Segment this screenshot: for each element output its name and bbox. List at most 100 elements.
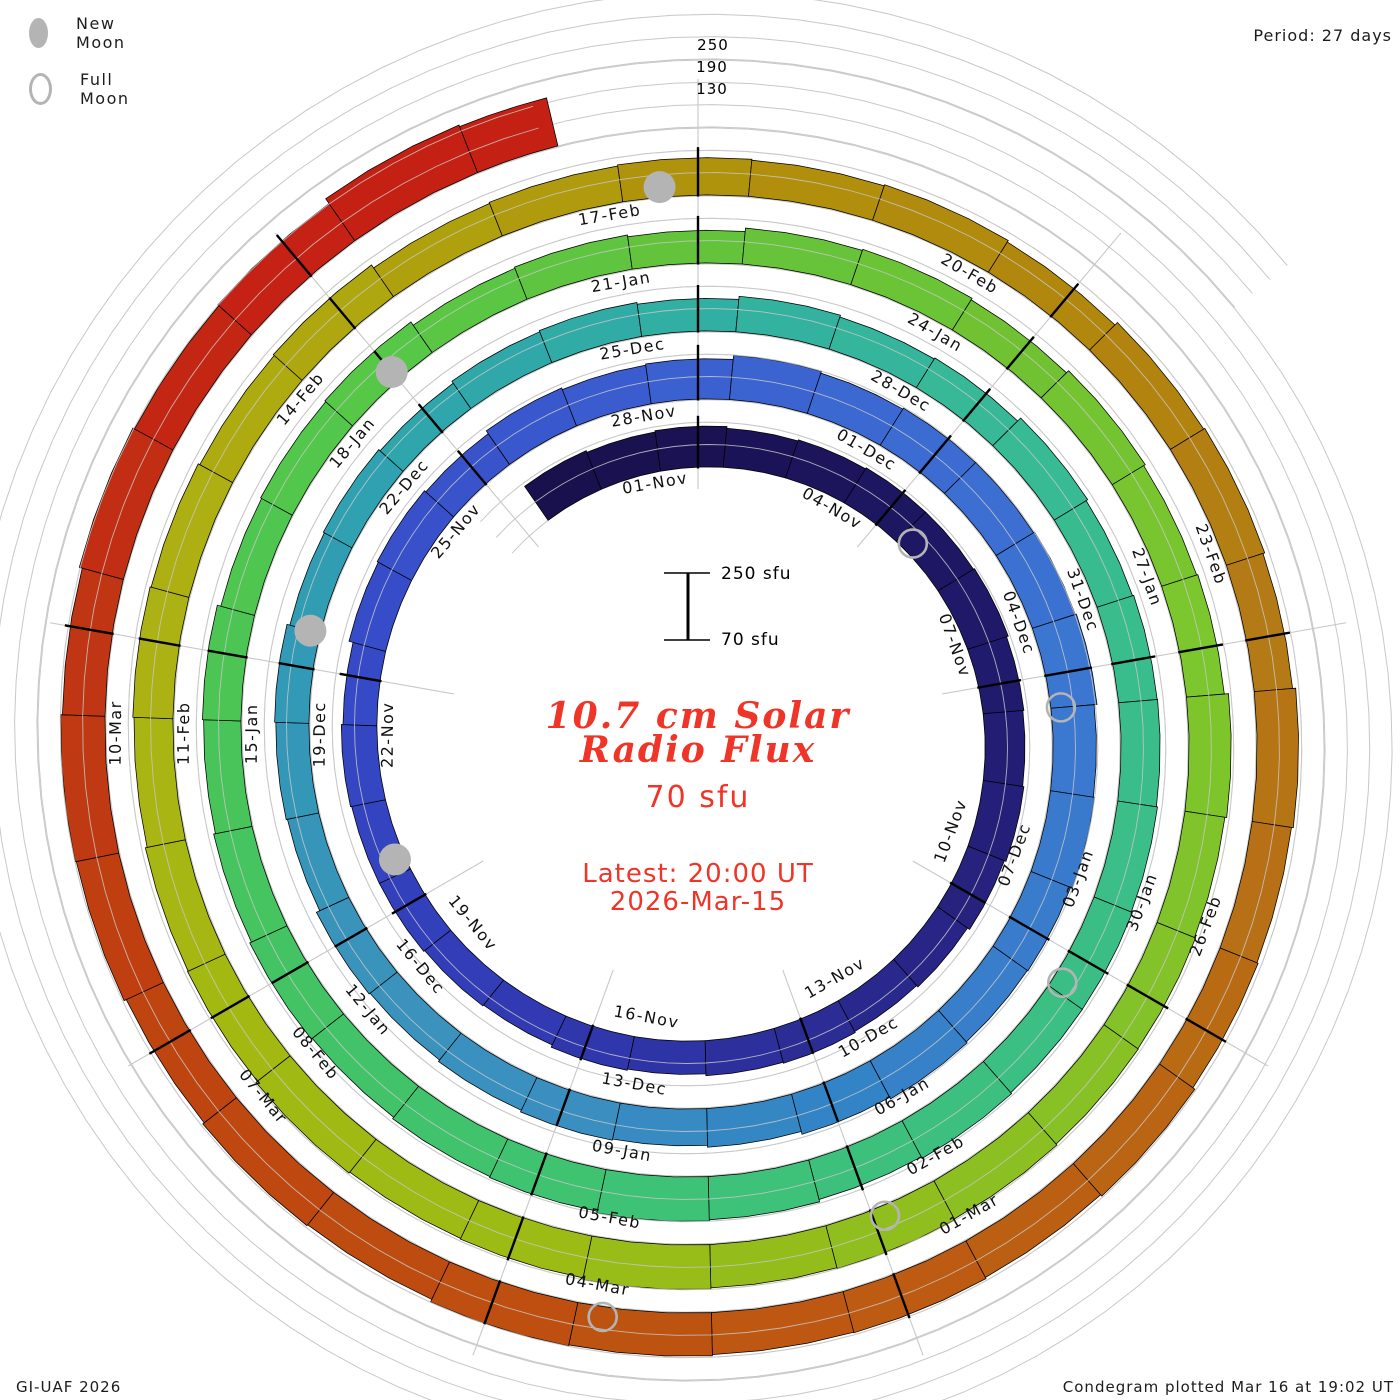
flux-bar xyxy=(1040,370,1146,486)
three-day-tick xyxy=(271,960,310,985)
three-day-tick xyxy=(148,1028,192,1055)
three-day-tick xyxy=(977,678,1022,689)
flux-bar xyxy=(1219,821,1292,964)
spiral-gridline-overlay xyxy=(59,105,1303,1359)
full-moon-marker xyxy=(1046,967,1078,999)
flux-bar xyxy=(249,925,345,1040)
radial-tick-250: 250 xyxy=(697,36,729,54)
flux-bar xyxy=(485,387,577,465)
three-day-tick xyxy=(1244,631,1291,642)
spiral-gridline-overlay xyxy=(82,127,1280,1336)
flux-bar xyxy=(612,1102,708,1147)
full-moon-marker xyxy=(587,1301,618,1333)
flux-bar xyxy=(937,568,1009,650)
full-moon-marker xyxy=(869,1200,901,1232)
flux-bar xyxy=(748,159,885,221)
scalebar-top-label: 250 sfu xyxy=(721,564,792,584)
latest-time-label: Latest: 20:00 UT xyxy=(582,859,814,889)
flux-bar xyxy=(850,248,973,331)
flux-bar xyxy=(379,382,472,472)
flux-bar xyxy=(872,184,1009,273)
three-day-tick xyxy=(328,296,357,330)
flux-bar xyxy=(186,953,291,1082)
three-day-tick xyxy=(530,1152,548,1196)
flux-bar xyxy=(869,1009,968,1100)
three-day-tick xyxy=(822,1081,840,1122)
flux-bar xyxy=(150,463,234,598)
radial-gridline xyxy=(49,622,454,695)
flux-bar xyxy=(412,267,528,354)
flux-bar xyxy=(626,1036,707,1075)
new-moon-icon xyxy=(29,18,49,48)
three-day-tick xyxy=(874,489,907,527)
flux-bar xyxy=(1161,574,1225,698)
flux-bar xyxy=(967,780,1025,862)
three-day-tick xyxy=(799,1017,815,1055)
flux-bar xyxy=(286,812,350,912)
flux-bar xyxy=(654,425,728,472)
flux-bar xyxy=(213,825,288,943)
flux-bar xyxy=(1184,693,1232,819)
new-moon-marker xyxy=(643,171,676,204)
date-label: 19-Dec xyxy=(310,701,329,767)
three-day-tick xyxy=(456,450,488,486)
three-day-tick xyxy=(868,1208,888,1256)
flux-bar xyxy=(289,532,353,634)
three-day-tick xyxy=(579,1024,595,1061)
three-day-tick xyxy=(1005,335,1035,371)
chart-title-line1: 10.7 cm Solar xyxy=(545,695,851,737)
three-day-tick xyxy=(210,994,251,1020)
flux-bar xyxy=(144,839,226,972)
flux-bar xyxy=(773,1000,856,1064)
period-label: Period: 27 days xyxy=(1253,26,1392,45)
new-moon-marker xyxy=(375,356,408,389)
full-moon-marker xyxy=(1045,692,1077,723)
plotted-timestamp-label: Condegram plotted Mar 16 at 19:02 UT xyxy=(1062,1378,1394,1396)
flux-bar xyxy=(132,586,190,720)
flux-bar xyxy=(429,1261,579,1347)
full-moon-icon xyxy=(29,73,52,105)
flux-bar xyxy=(706,1093,802,1148)
three-day-tick xyxy=(417,403,444,434)
flux-bar xyxy=(519,1077,621,1141)
three-day-tick xyxy=(1044,666,1093,678)
full-moon-label: Full Moon xyxy=(80,70,130,108)
three-day-tick xyxy=(1126,983,1169,1010)
flux-bar xyxy=(550,1015,635,1071)
flux-bar xyxy=(1225,552,1294,693)
flux-bar xyxy=(488,1138,607,1212)
three-day-tick xyxy=(918,434,952,475)
flux-bar xyxy=(711,1291,855,1356)
flux-bar xyxy=(842,1240,987,1334)
new-moon-marker xyxy=(378,843,411,876)
three-day-tick xyxy=(1049,283,1080,318)
three-day-tick xyxy=(391,892,427,915)
new-moon-marker xyxy=(294,614,327,647)
flux-bar xyxy=(704,1027,784,1077)
flux-bar xyxy=(967,636,1025,715)
flux-bar xyxy=(272,264,394,381)
baseline-flux-label: 70 sfu xyxy=(645,780,751,815)
flux-bar xyxy=(322,449,404,549)
flux-bar xyxy=(274,623,321,724)
flux-bar xyxy=(392,1085,509,1178)
flux-bar xyxy=(524,450,602,521)
flux-bar xyxy=(901,1060,1013,1160)
radial-tick-130: 130 xyxy=(696,80,728,98)
three-day-tick xyxy=(138,637,181,647)
new-moon-label: New Moon xyxy=(76,14,126,52)
flux-bar xyxy=(735,295,841,350)
flux-bar xyxy=(992,871,1072,972)
three-day-tick xyxy=(845,1145,865,1191)
credit-label: GI-UAF 2026 xyxy=(16,1378,122,1396)
flux-bar xyxy=(722,427,799,479)
flux-bar xyxy=(220,497,293,616)
three-day-tick xyxy=(892,1272,911,1319)
three-day-tick xyxy=(483,1279,502,1325)
flux-bar xyxy=(645,358,734,405)
three-day-tick xyxy=(339,672,382,683)
flux-bar xyxy=(62,567,124,717)
three-day-tick xyxy=(949,881,986,904)
flux-bar xyxy=(325,124,479,242)
three-day-tick xyxy=(1008,915,1050,941)
